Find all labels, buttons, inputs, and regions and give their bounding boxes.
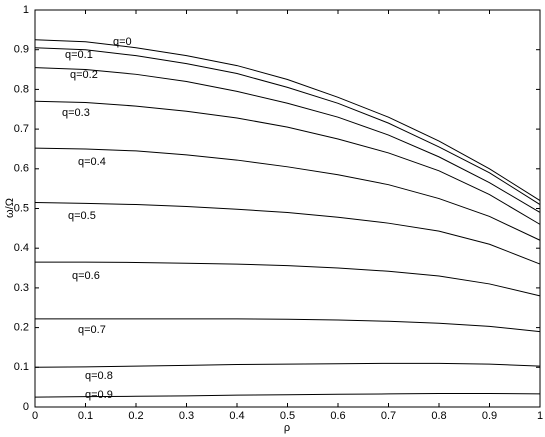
x-tick-label: 1 <box>537 410 543 422</box>
curve <box>34 202 541 265</box>
curve <box>34 147 541 241</box>
curve-label: q=0.2 <box>70 69 98 81</box>
curve <box>34 362 541 368</box>
curve-label: q=0.1 <box>65 49 93 61</box>
curve <box>34 100 541 225</box>
curve-label: q=0.3 <box>62 107 90 119</box>
x-tick-label: 0.3 <box>179 410 194 422</box>
curve <box>34 47 541 205</box>
x-tick-label: 0.5 <box>280 410 295 422</box>
curve-label: q=0 <box>113 36 132 48</box>
x-tick-label: 0.1 <box>78 410 93 422</box>
x-tick-label: 0 <box>32 410 38 422</box>
y-tick-label: 1 <box>23 4 29 16</box>
y-tick-label: 0.5 <box>14 202 29 214</box>
curve <box>34 39 541 201</box>
curve-label: q=0.9 <box>85 389 113 401</box>
y-tick-label: 0 <box>23 401 29 413</box>
curve <box>35 261 541 297</box>
curve <box>35 318 541 333</box>
curve <box>34 67 541 213</box>
y-tick-label: 0.7 <box>14 123 29 135</box>
y-tick-label: 0.9 <box>14 44 29 56</box>
curve-label: q=0.4 <box>78 156 106 168</box>
x-tick-label: 0.7 <box>381 410 396 422</box>
x-tick-label: 0.6 <box>330 410 345 422</box>
y-tick-label: 0.6 <box>14 163 29 175</box>
curve <box>34 393 541 398</box>
y-tick-label: 0.3 <box>14 282 29 294</box>
curve-label: q=0.5 <box>68 210 96 222</box>
x-tick-label: 0.8 <box>431 410 446 422</box>
plot-frame <box>34 9 541 408</box>
x-tick-label: 0.2 <box>128 410 143 422</box>
y-axis-label: ω/Ω <box>4 198 16 218</box>
x-tick-label: 0.4 <box>229 410 244 422</box>
y-tick-label: 0.4 <box>14 242 29 254</box>
curve-label: q=0.7 <box>78 324 106 336</box>
y-tick-label: 0.8 <box>14 83 29 95</box>
x-axis-label: ρ <box>284 422 290 434</box>
curve-label: q=0.8 <box>85 370 113 382</box>
y-tick-label: 0.2 <box>14 322 29 334</box>
y-tick-label: 0.1 <box>14 361 29 373</box>
curve-label: q=0.6 <box>72 270 100 282</box>
x-tick-label: 0.9 <box>482 410 497 422</box>
